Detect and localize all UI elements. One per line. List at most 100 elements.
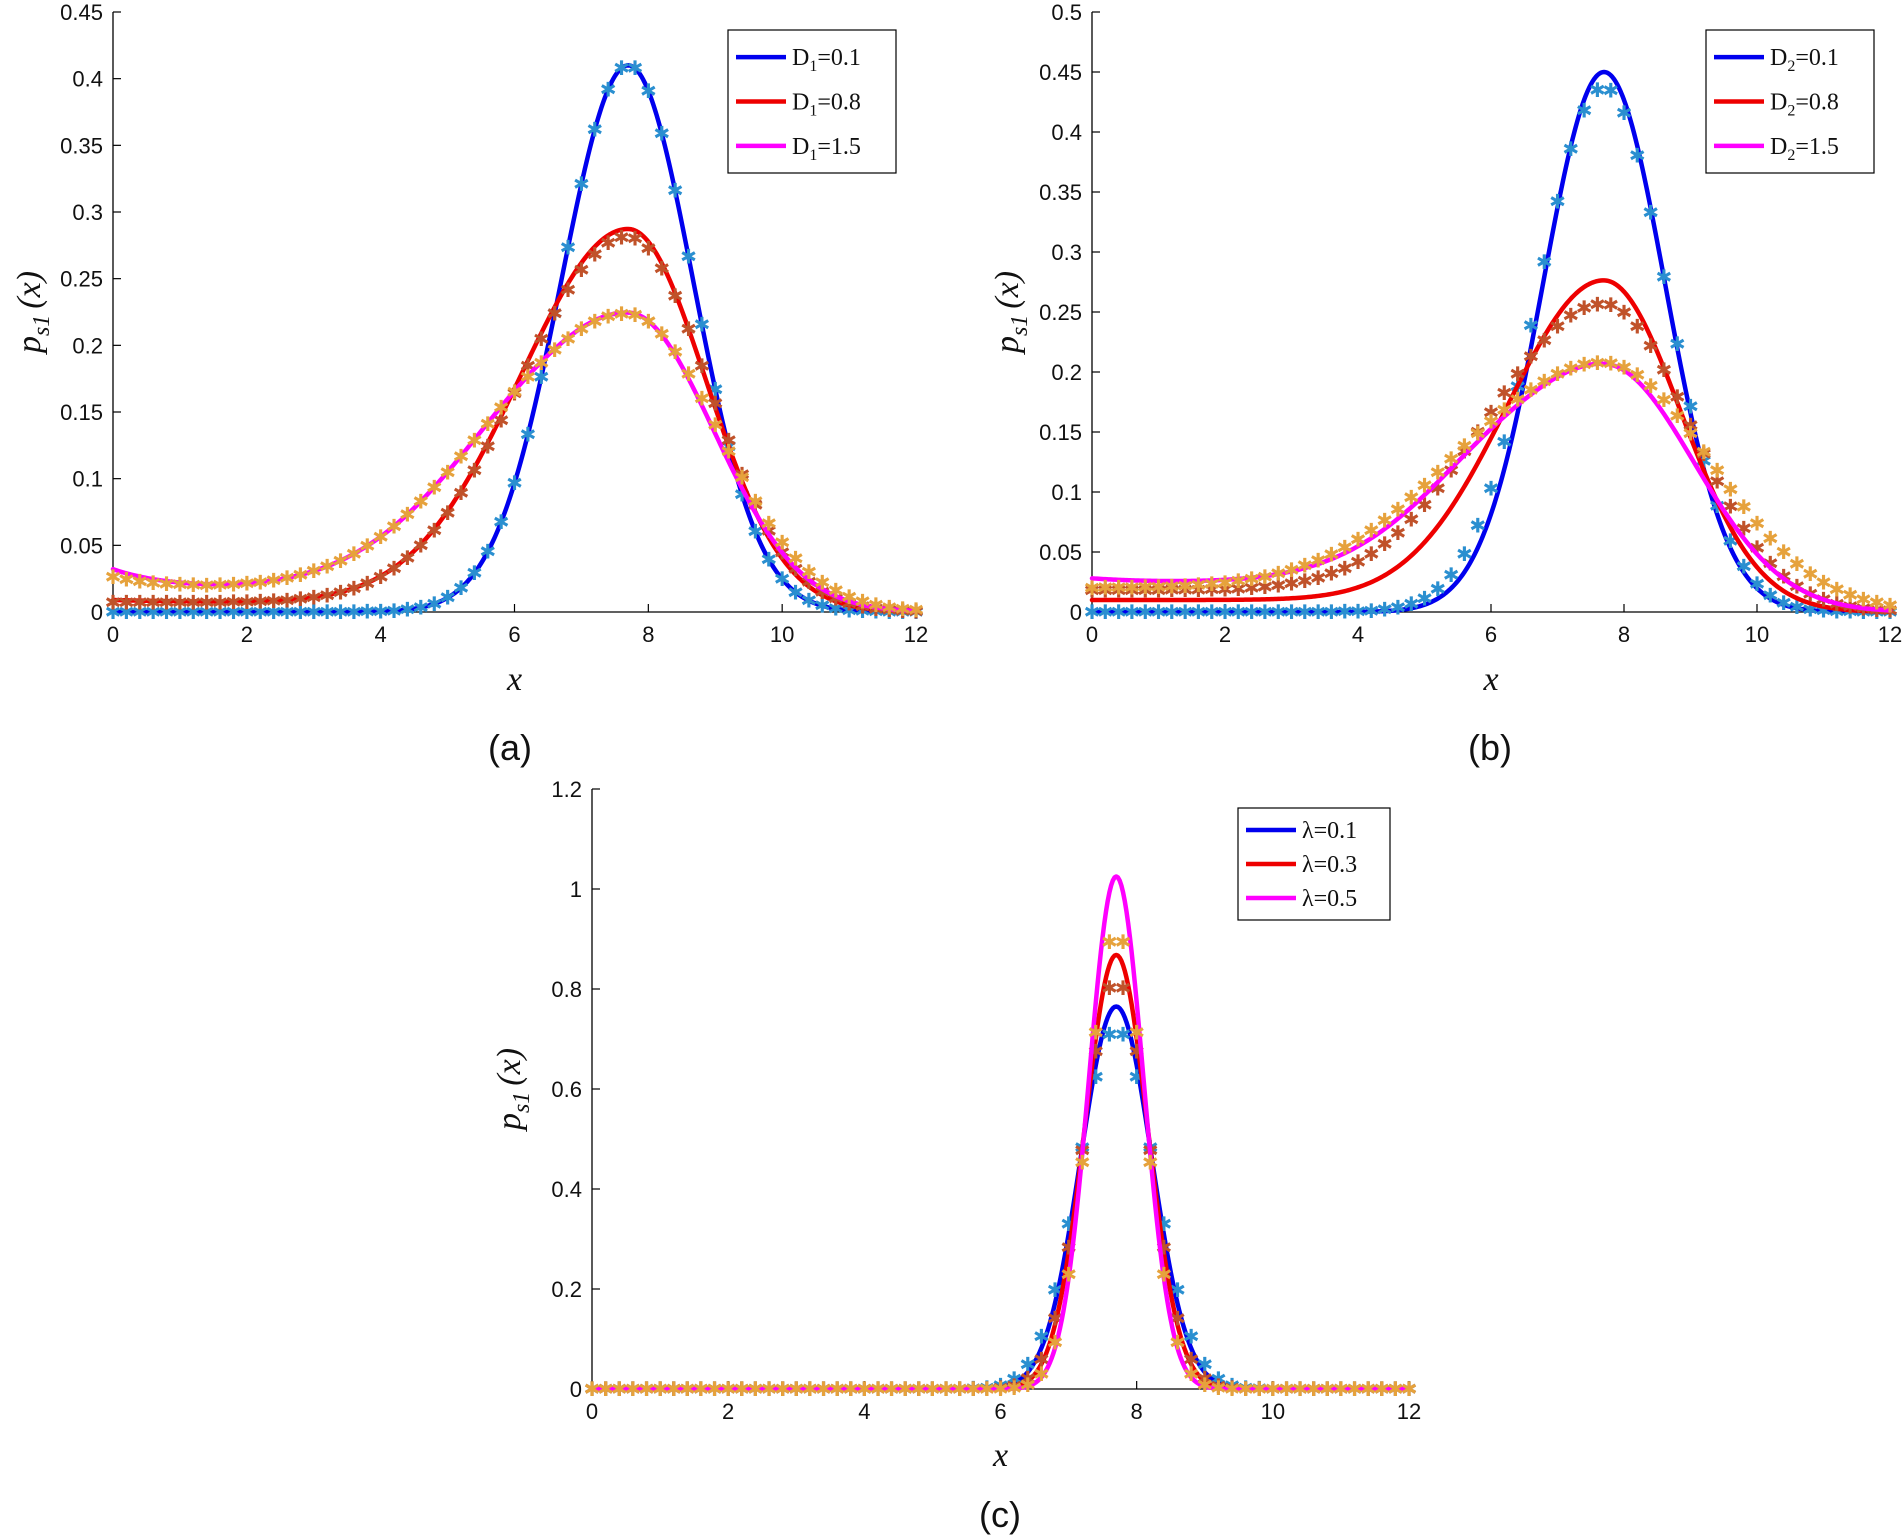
data-marker: ✱ <box>613 226 630 250</box>
data-marker: ✱ <box>265 600 282 624</box>
data-marker: ✱ <box>1589 78 1606 102</box>
data-marker: ✱ <box>1196 1373 1213 1397</box>
y-axis-title-sub: s1 <box>509 1092 535 1113</box>
data-marker: ✱ <box>665 1377 682 1401</box>
data-marker: ✱ <box>1536 369 1553 393</box>
data-marker: ✱ <box>1084 578 1101 602</box>
data-marker: ✱ <box>1496 381 1513 405</box>
legend-label-1: D1=0.1 <box>792 45 861 75</box>
data-marker: ✱ <box>1350 550 1367 574</box>
data-marker: ✱ <box>1363 542 1380 566</box>
y-tick-label: 0.35 <box>1039 180 1082 205</box>
legend-label-1: D2=0.1 <box>1770 45 1839 75</box>
legend-label-value: =1.5 <box>1795 134 1839 160</box>
data-marker: ✱ <box>172 573 189 597</box>
data-marker: ✱ <box>131 600 148 624</box>
data-marker: ✱ <box>613 302 630 326</box>
data-marker: ✱ <box>1562 304 1579 328</box>
data-marker: ✱ <box>479 434 496 458</box>
x-tick-label: 12 <box>1397 1399 1421 1424</box>
legend-label-value: =1.5 <box>817 134 861 160</box>
data-marker: ✱ <box>1190 573 1207 597</box>
data-marker: ✱ <box>870 1377 887 1401</box>
data-marker: ✱ <box>372 599 389 623</box>
data-marker: ✱ <box>1749 512 1766 536</box>
data-marker: ✱ <box>653 256 670 280</box>
data-marker: ✱ <box>1156 1262 1173 1286</box>
x-tick-label: 10 <box>1261 1399 1285 1424</box>
data-marker: ✱ <box>897 1377 914 1401</box>
data-marker: ✱ <box>560 235 577 259</box>
legend-label-value: =0.3 <box>1314 852 1358 878</box>
data-marker: ✱ <box>627 226 644 250</box>
y-tick-label: 0.6 <box>551 1077 582 1102</box>
data-marker: ✱ <box>1270 562 1287 586</box>
data-marker: ✱ <box>1376 532 1393 556</box>
x-tick-label: 0 <box>586 1399 598 1424</box>
data-marker: ✱ <box>453 445 470 469</box>
data-marker: ✱ <box>1310 566 1327 590</box>
data-marker: ✱ <box>627 303 644 327</box>
data-marker: ✱ <box>1323 562 1340 586</box>
x-tick-label: 6 <box>1485 622 1497 647</box>
data-marker: ✱ <box>1217 577 1234 601</box>
legend-label-2: D2=0.8 <box>1770 90 1839 120</box>
data-marker: ✱ <box>992 1377 1009 1401</box>
data-marker: ✱ <box>1642 334 1659 358</box>
data-marker: ✱ <box>332 600 349 624</box>
data-marker: ✱ <box>640 237 657 261</box>
series-markers-2: ✱✱✱✱✱✱✱✱✱✱✱✱✱✱✱✱✱✱✱✱✱✱✱✱✱✱✱✱✱✱✱✱✱✱✱✱✱✱✱✱… <box>584 976 1418 1401</box>
y-axis-title-main: p <box>989 336 1026 355</box>
y-tick-label: 0 <box>1070 600 1082 625</box>
data-marker: ✱ <box>1373 1377 1390 1401</box>
data-marker: ✱ <box>1629 314 1646 338</box>
data-marker: ✱ <box>667 340 684 364</box>
data-marker: ✱ <box>1163 574 1180 598</box>
y-tick-label: 1.2 <box>551 777 582 802</box>
data-marker: ✱ <box>1283 572 1300 596</box>
series-line-2 <box>1089 278 1893 614</box>
data-marker: ✱ <box>506 380 523 404</box>
data-marker: ✱ <box>1629 363 1646 387</box>
y-axis-title-arg: (x) <box>989 271 1026 309</box>
data-marker: ✱ <box>1142 1151 1159 1175</box>
data-marker: ✱ <box>1305 1377 1322 1401</box>
legend-label-2: λ=0.3 <box>1302 852 1357 878</box>
data-marker: ✱ <box>680 245 697 269</box>
data-marker: ✱ <box>1403 486 1420 510</box>
data-marker: ✱ <box>733 1377 750 1401</box>
data-marker: ✱ <box>1203 600 1220 624</box>
data-marker: ✱ <box>105 591 122 615</box>
data-marker: ✱ <box>1333 1377 1350 1401</box>
legend-label-main: D <box>792 134 809 160</box>
data-marker: ✱ <box>1110 600 1127 624</box>
data-marker: ✱ <box>546 301 563 325</box>
data-marker: ✱ <box>584 1377 601 1401</box>
data-marker: ✱ <box>238 572 255 596</box>
data-marker: ✱ <box>520 423 537 447</box>
data-marker: ✱ <box>520 365 537 389</box>
data-marker: ✱ <box>1190 600 1207 624</box>
y-tick-label: 0.1 <box>1051 480 1082 505</box>
data-marker: ✱ <box>1828 577 1845 601</box>
legend-label-value: =0.8 <box>817 90 861 116</box>
data-marker: ✱ <box>1842 583 1859 607</box>
data-marker: ✱ <box>466 561 483 585</box>
data-marker: ✱ <box>1047 1331 1064 1355</box>
data-marker: ✱ <box>1257 600 1274 624</box>
legend-label-sub: 2 <box>1787 58 1795 75</box>
data-marker: ✱ <box>212 600 229 624</box>
data-marker: ✱ <box>801 560 818 584</box>
series-line-1 <box>589 1004 1412 1392</box>
data-marker: ✱ <box>1616 300 1633 324</box>
data-marker: ✱ <box>1549 315 1566 339</box>
data-marker: ✱ <box>1230 600 1247 624</box>
data-marker: ✱ <box>842 1377 859 1401</box>
data-marker: ✱ <box>1523 344 1540 368</box>
series-line-3 <box>589 874 1412 1392</box>
y-tick-label: 0.25 <box>60 267 103 292</box>
data-marker: ✱ <box>1695 442 1712 466</box>
chart-panel-b: 0 2 4 6 8 10 12 0 0.05 0.1 0.15 0.2 0.25 0.3 0.35 0.4 0.… <box>989 0 1902 768</box>
data-marker: ✱ <box>600 305 617 329</box>
